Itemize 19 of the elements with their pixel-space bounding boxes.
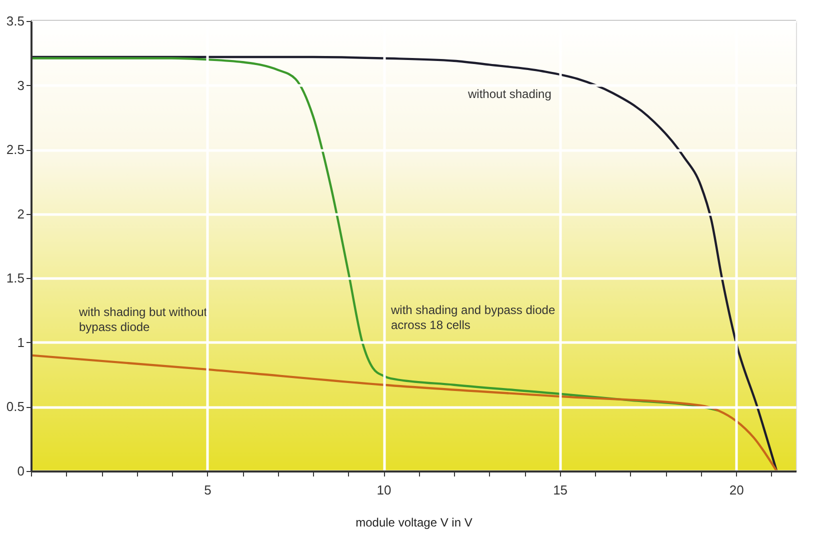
y-tick-label: 2.5: [6, 142, 24, 158]
annotation: without shading: [467, 87, 552, 101]
line-series: [30, 56, 778, 472]
y-tick-label: 2: [17, 206, 24, 222]
x-axis-title: module voltage V in V: [356, 516, 472, 530]
y-tick-label: 1.5: [6, 270, 24, 286]
x-tick-label: 15: [553, 482, 568, 498]
x-tick-label: 20: [729, 482, 744, 498]
line-series: [30, 354, 778, 472]
y-tick-label: 1: [17, 334, 24, 350]
y-tick-label: 3.5: [6, 14, 24, 28]
annotation: with shading and bypass diode across 18 cells: [390, 303, 556, 332]
x-tick-label: 10: [376, 482, 392, 498]
y-tick-label: 3: [17, 78, 24, 93]
y-tick-label: 0: [17, 464, 24, 478]
line-series: [30, 57, 720, 412]
x-tick-label: 5: [204, 482, 212, 498]
y-tick-label: 0.5: [6, 399, 24, 414]
annotation: with shading but without bypass diode: [78, 305, 208, 334]
